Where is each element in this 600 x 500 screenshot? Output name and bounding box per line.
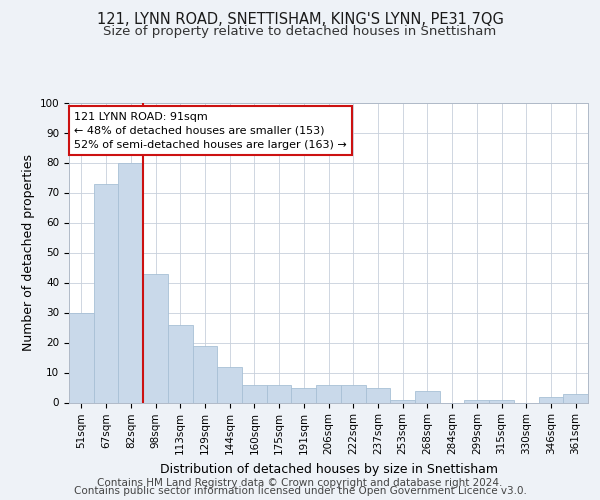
Bar <box>539 396 563 402</box>
Bar <box>242 384 267 402</box>
Bar <box>168 324 193 402</box>
Bar <box>390 400 415 402</box>
Text: 121, LYNN ROAD, SNETTISHAM, KING'S LYNN, PE31 7QG: 121, LYNN ROAD, SNETTISHAM, KING'S LYNN,… <box>97 12 503 28</box>
Bar <box>94 184 118 402</box>
Text: 121 LYNN ROAD: 91sqm
← 48% of detached houses are smaller (153)
52% of semi-deta: 121 LYNN ROAD: 91sqm ← 48% of detached h… <box>74 112 347 150</box>
Text: Size of property relative to detached houses in Snettisham: Size of property relative to detached ho… <box>103 25 497 38</box>
Bar <box>341 384 365 402</box>
Y-axis label: Number of detached properties: Number of detached properties <box>22 154 35 351</box>
Bar <box>193 346 217 403</box>
Bar <box>267 384 292 402</box>
Bar <box>292 388 316 402</box>
Bar <box>464 400 489 402</box>
X-axis label: Distribution of detached houses by size in Snettisham: Distribution of detached houses by size … <box>160 462 497 475</box>
Text: Contains HM Land Registry data © Crown copyright and database right 2024.: Contains HM Land Registry data © Crown c… <box>97 478 503 488</box>
Bar <box>365 388 390 402</box>
Bar <box>489 400 514 402</box>
Bar <box>563 394 588 402</box>
Bar <box>217 366 242 402</box>
Bar <box>143 274 168 402</box>
Bar <box>415 390 440 402</box>
Bar <box>69 312 94 402</box>
Bar <box>118 162 143 402</box>
Bar <box>316 384 341 402</box>
Text: Contains public sector information licensed under the Open Government Licence v3: Contains public sector information licen… <box>74 486 526 496</box>
